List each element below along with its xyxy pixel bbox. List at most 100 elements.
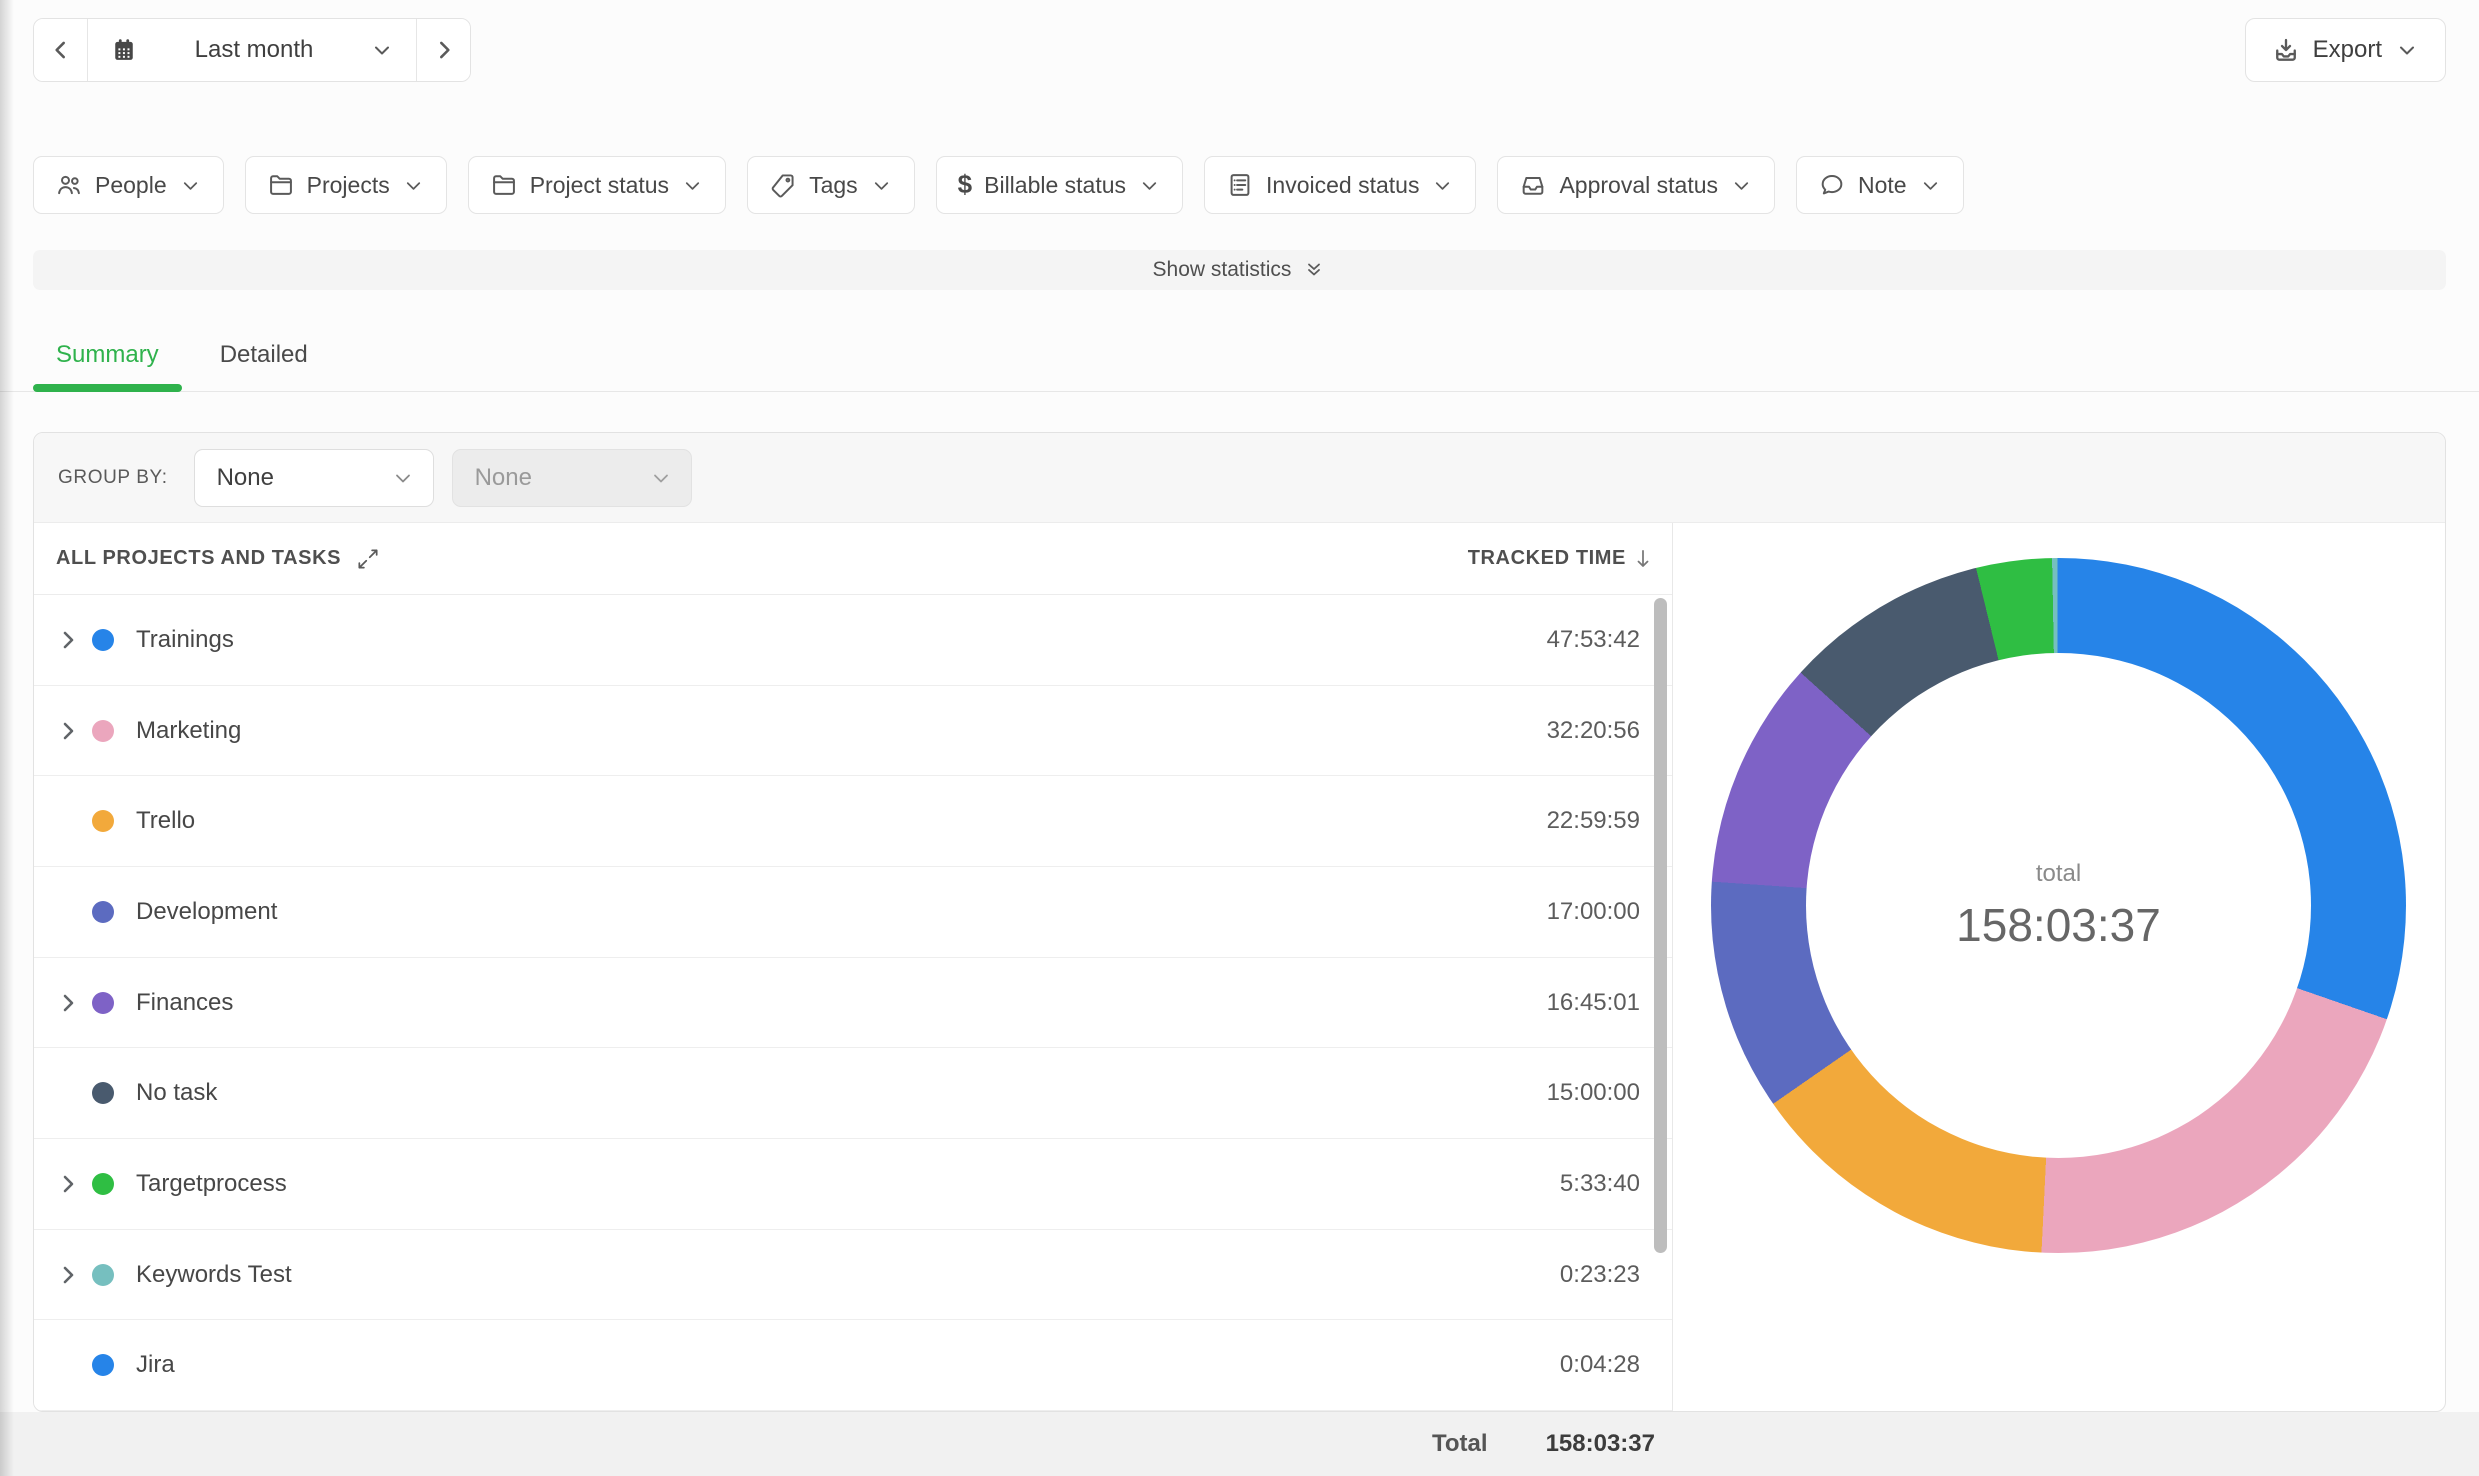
row-name: Development xyxy=(136,898,1547,926)
row-expand-chevron-icon[interactable] xyxy=(56,1263,92,1287)
row-name: Trainings xyxy=(136,626,1547,654)
chevron-down-icon xyxy=(1138,174,1161,197)
expand-all-icon[interactable] xyxy=(355,546,381,572)
group-by-primary-value: None xyxy=(217,464,274,492)
filter-chip-people[interactable]: People xyxy=(33,156,224,214)
filter-chip-projects[interactable]: Projects xyxy=(245,156,447,214)
filter-chip-project-status[interactable]: Project status xyxy=(468,156,726,214)
row-tracked-time: 22:59:59 xyxy=(1547,807,1640,835)
chevron-down-icon xyxy=(1431,174,1454,197)
report-tabs: SummaryDetailed xyxy=(0,318,2479,392)
tag-icon xyxy=(769,171,797,199)
row-name: Finances xyxy=(136,989,1547,1017)
total-footer: Total 158:03:37 xyxy=(0,1412,2479,1476)
project-color-dot xyxy=(92,1264,114,1286)
show-statistics-toggle[interactable]: Show statistics xyxy=(33,250,2446,290)
row-tracked-time: 16:45:01 xyxy=(1547,989,1640,1017)
chevron-down-icon xyxy=(870,174,893,197)
tracked-time-sort[interactable]: TRACKED TIME xyxy=(1468,546,1656,572)
row-name: Jira xyxy=(136,1351,1560,1379)
date-range-label: Last month xyxy=(138,36,370,64)
group-by-primary-select[interactable]: None xyxy=(194,449,434,507)
note-icon xyxy=(1818,171,1846,199)
chevron-down-icon xyxy=(1730,174,1753,197)
row-expand-chevron-icon[interactable] xyxy=(56,628,92,652)
export-label: Export xyxy=(2313,36,2382,64)
chevron-down-icon xyxy=(402,174,425,197)
filter-chip-label: Projects xyxy=(307,172,390,199)
table-header-row: ALL PROJECTS AND TASKS TRACKED TIME xyxy=(34,523,1672,595)
filter-chip-approval-status[interactable]: Approval status xyxy=(1497,156,1775,214)
row-expand-chevron-icon[interactable] xyxy=(56,991,92,1015)
summary-report-card: GROUP BY: None None ALL PROJECTS AND TAS… xyxy=(33,432,2446,1412)
total-value: 158:03:37 xyxy=(1546,1412,1655,1476)
folder-icon xyxy=(267,171,295,199)
chevron-down-icon xyxy=(649,466,673,490)
filter-chip-label: Approval status xyxy=(1559,172,1718,199)
project-color-dot xyxy=(92,1173,114,1195)
filter-chip-tags[interactable]: Tags xyxy=(747,156,915,214)
previous-period-button[interactable] xyxy=(34,19,88,81)
tracked-time-donut-chart[interactable]: total 158:03:37 xyxy=(1711,558,2406,1253)
project-color-dot xyxy=(92,992,114,1014)
chevron-down-icon xyxy=(1919,174,1942,197)
date-range-picker[interactable]: Last month xyxy=(88,19,416,81)
next-period-button[interactable] xyxy=(416,19,470,81)
row-tracked-time: 5:33:40 xyxy=(1560,1170,1640,1198)
chevron-down-icon xyxy=(681,174,704,197)
project-color-dot xyxy=(92,629,114,651)
folder-icon xyxy=(490,171,518,199)
table-row-targetprocess[interactable]: Targetprocess5:33:40 xyxy=(34,1139,1672,1230)
table-scrollbar[interactable] xyxy=(1654,598,1667,1253)
row-tracked-time: 47:53:42 xyxy=(1547,626,1640,654)
summary-table-area: ALL PROJECTS AND TASKS TRACKED TIME Trai… xyxy=(34,523,2445,1411)
table-body: Trainings47:53:42Marketing32:20:56Trello… xyxy=(34,595,1672,1411)
download-icon xyxy=(2272,36,2300,64)
table-row-trainings[interactable]: Trainings47:53:42 xyxy=(34,595,1672,686)
row-expand-chevron-icon[interactable] xyxy=(56,719,92,743)
row-name: No task xyxy=(136,1079,1547,1107)
row-tracked-time: 32:20:56 xyxy=(1547,717,1640,745)
filter-chip-label: Project status xyxy=(530,172,669,199)
export-button[interactable]: Export xyxy=(2245,18,2446,82)
donut-total-label: total xyxy=(2036,860,2081,888)
filter-chip-label: Billable status xyxy=(984,172,1126,199)
filter-chip-note[interactable]: Note xyxy=(1796,156,1964,214)
chevron-left-icon xyxy=(48,37,74,63)
filter-chip-invoiced-status[interactable]: Invoiced status xyxy=(1204,156,1476,214)
row-name: Trello xyxy=(136,807,1547,835)
project-color-dot xyxy=(92,1354,114,1376)
filter-chip-label: Invoiced status xyxy=(1266,172,1419,199)
tab-summary[interactable]: Summary xyxy=(33,318,182,391)
row-name: Targetprocess xyxy=(136,1170,1560,1198)
table-row-no-task[interactable]: No task15:00:00 xyxy=(34,1048,1672,1139)
table-row-finances[interactable]: Finances16:45:01 xyxy=(34,958,1672,1049)
chevron-down-icon xyxy=(370,38,394,62)
sidebar-edge-shadow xyxy=(0,0,14,1476)
group-by-secondary-select[interactable]: None xyxy=(452,449,692,507)
chevron-down-icon xyxy=(179,174,202,197)
table-row-marketing[interactable]: Marketing32:20:56 xyxy=(34,686,1672,777)
chart-panel: total 158:03:37 xyxy=(1673,523,2445,1411)
calendar-icon xyxy=(110,36,138,64)
filter-chip-label: Tags xyxy=(809,172,858,199)
table-row-trello[interactable]: Trello22:59:59 xyxy=(34,776,1672,867)
row-tracked-time: 0:04:28 xyxy=(1560,1351,1640,1379)
project-color-dot xyxy=(92,810,114,832)
row-tracked-time: 17:00:00 xyxy=(1547,898,1640,926)
projects-table: ALL PROJECTS AND TASKS TRACKED TIME Trai… xyxy=(34,523,1673,1411)
chevron-right-icon xyxy=(431,37,457,63)
table-row-development[interactable]: Development17:00:00 xyxy=(34,867,1672,958)
tracked-time-column-header: TRACKED TIME xyxy=(1468,547,1626,570)
people-icon xyxy=(55,171,83,199)
dollar-icon: $ xyxy=(958,171,972,199)
filter-chip-billable-status[interactable]: $ Billable status xyxy=(936,156,1183,214)
row-name: Keywords Test xyxy=(136,1261,1560,1289)
donut-total-value: 158:03:37 xyxy=(1956,898,2161,952)
filter-chip-label: People xyxy=(95,172,167,199)
row-expand-chevron-icon[interactable] xyxy=(56,1172,92,1196)
table-row-keywords-test[interactable]: Keywords Test0:23:23 xyxy=(34,1230,1672,1321)
table-row-jira[interactable]: Jira0:04:28 xyxy=(34,1320,1672,1411)
tab-detailed[interactable]: Detailed xyxy=(197,318,331,391)
inbox-icon xyxy=(1519,171,1547,199)
